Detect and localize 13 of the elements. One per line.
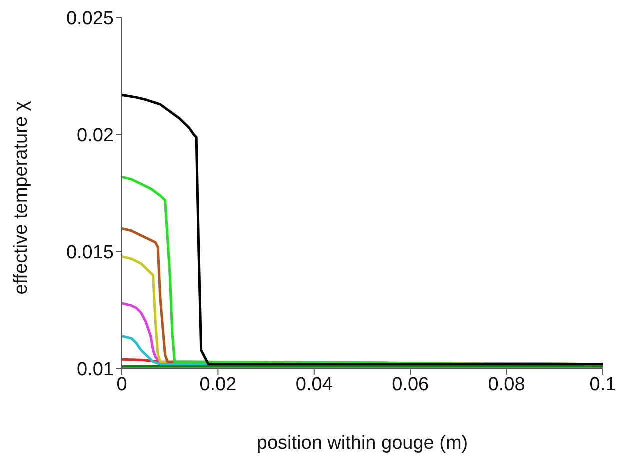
line-series (122, 94, 603, 366)
x-tick-label: 0.02 (200, 374, 237, 396)
y-tick-label: 0.01 (77, 360, 114, 381)
x-tick-label: 0.08 (488, 374, 526, 396)
y-tick-label: 0.015 (66, 242, 114, 264)
x-tick-label: 0.04 (296, 374, 334, 396)
y-tick-label: 0.02 (77, 126, 114, 147)
y-axis-title: effective temperature χ (11, 101, 33, 295)
x-tick-label: 0.06 (392, 374, 430, 396)
y-tick-label: 0.025 (66, 8, 114, 30)
x-tick-label: 0.1 (590, 374, 616, 396)
x-axis-title: position within gouge (m) (256, 433, 468, 454)
x-tick-label: 0 (116, 374, 128, 396)
